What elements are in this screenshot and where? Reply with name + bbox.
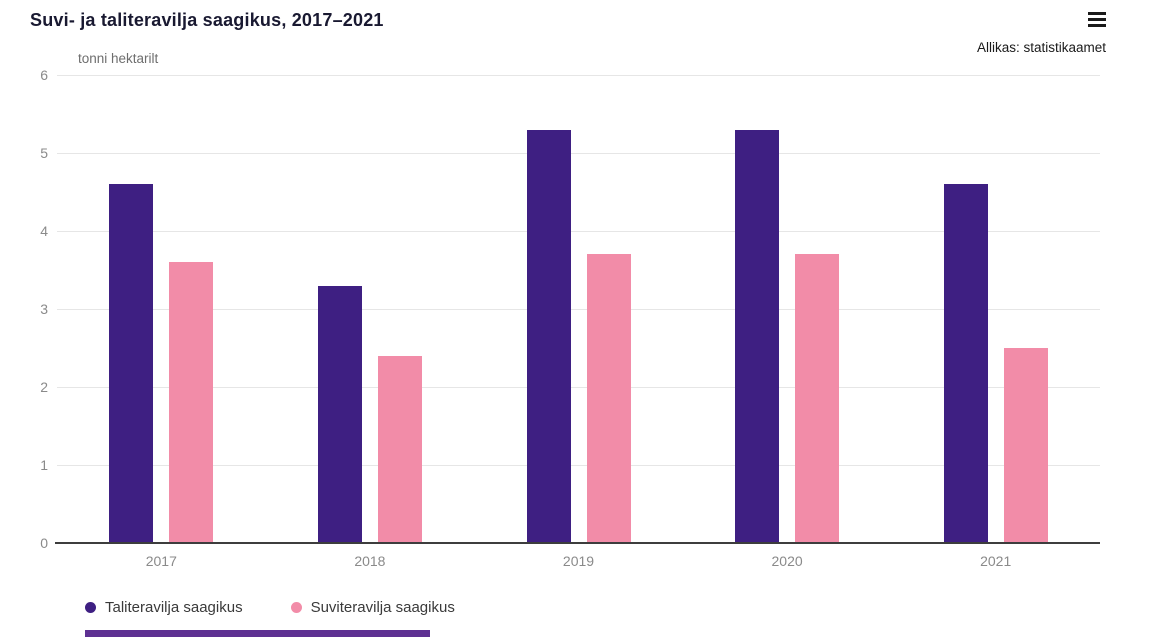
- x-tick-label-2021: 2021: [980, 553, 1012, 569]
- x-tick-label-2018: 2018: [354, 553, 386, 569]
- x-tick-label-2020: 2020: [771, 553, 803, 569]
- legend-label: Suviteravilja saagikus: [310, 599, 455, 616]
- legend-item-suviteravilja[interactable]: Suviteravilja saagikus: [290, 599, 455, 616]
- bar-2019-taliteravilja[interactable]: [526, 129, 571, 543]
- bar-2017-taliteravilja[interactable]: [109, 184, 154, 543]
- legend-item-taliteravilja[interactable]: Taliteravilja saagikus: [85, 599, 243, 616]
- y-tick-label: 2: [40, 379, 48, 395]
- gridline-y-5: [57, 153, 1100, 154]
- cropped-bottom-element: [85, 630, 430, 637]
- y-tick-label: 4: [40, 223, 48, 239]
- y-tick-label: 1: [40, 457, 48, 473]
- gridline-y-2: [57, 387, 1100, 388]
- y-tick-label: 6: [40, 67, 48, 83]
- bar-2019-suviteravilja[interactable]: [586, 254, 631, 543]
- bar-2021-taliteravilja[interactable]: [943, 184, 988, 543]
- x-tick-label-2019: 2019: [562, 553, 595, 569]
- bar-2018-taliteravilja[interactable]: [317, 285, 362, 543]
- bar-2018-suviteravilja[interactable]: [377, 355, 422, 543]
- bar-2020-suviteravilja[interactable]: [795, 254, 840, 543]
- legend-dot-icon: [290, 602, 302, 613]
- hamburger-bar: [1088, 12, 1106, 15]
- legend-label: Taliteravilja saagikus: [105, 599, 243, 616]
- x-axis-line: [55, 542, 1100, 544]
- source-credit: Allikas: statistikaamet: [976, 40, 1106, 55]
- gridline-y-6: [57, 75, 1100, 76]
- chart-legend: Taliteravilja saagikus Suviteravilja saag…: [85, 599, 455, 616]
- gridline-y-3: [57, 309, 1100, 310]
- gridline-y-1: [57, 465, 1100, 466]
- legend-dot-icon: [85, 602, 96, 613]
- bar-2017-suviteravilja[interactable]: [169, 262, 214, 543]
- hamburger-menu-icon[interactable]: [1088, 12, 1106, 27]
- y-axis-unit-label: tonni hektarilt: [78, 51, 159, 66]
- hamburger-bar: [1088, 24, 1106, 27]
- y-tick-label: 0: [40, 535, 48, 551]
- x-tick-label-2017: 2017: [145, 553, 177, 569]
- plot-area: [57, 75, 1100, 543]
- bar-2020-taliteravilja[interactable]: [735, 129, 780, 543]
- bar-2021-suviteravilja[interactable]: [1003, 348, 1048, 543]
- chart-title: Suvi- ja taliteravilja saagikus, 2017–20…: [30, 10, 384, 30]
- hamburger-bar: [1088, 18, 1106, 21]
- y-tick-label: 3: [40, 301, 48, 317]
- gridline-y-4: [57, 231, 1100, 232]
- y-tick-label: 5: [40, 145, 48, 161]
